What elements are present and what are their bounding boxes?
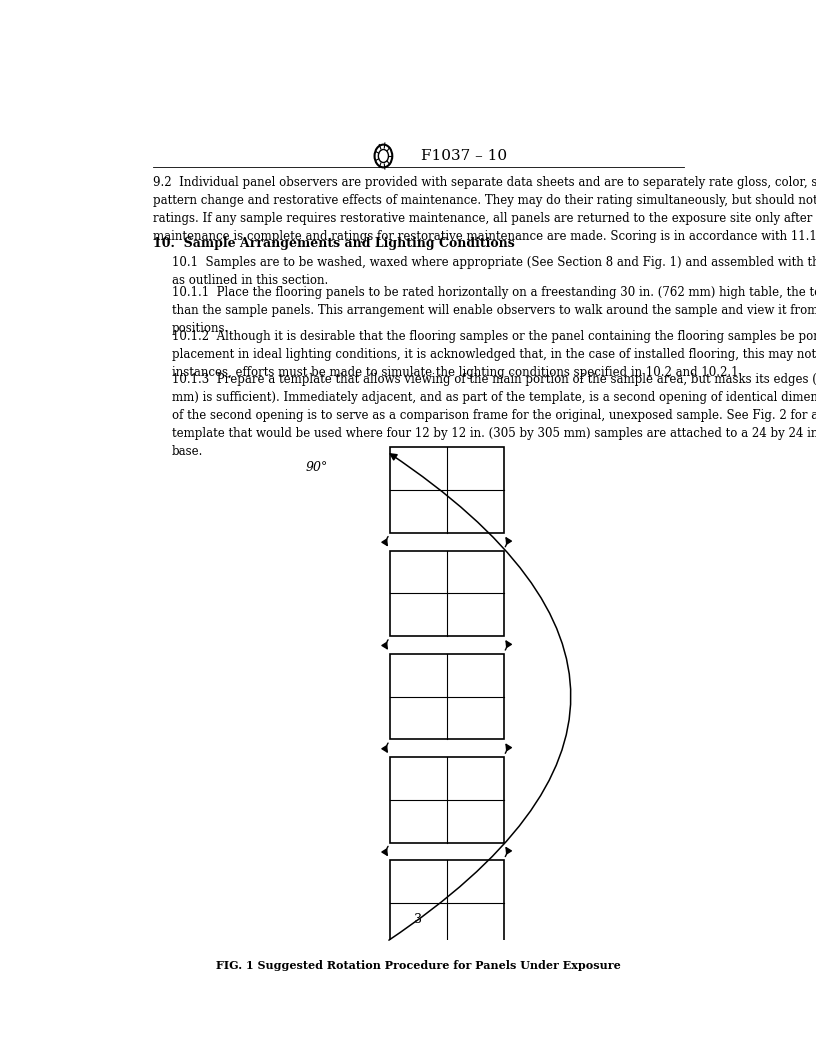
Text: FIG. 1 Suggested Rotation Procedure for Panels Under Exposure: FIG. 1 Suggested Rotation Procedure for … [215, 960, 621, 972]
Text: 10.1.3  Prepare a template that allows viewing of the main portion of the sample: 10.1.3 Prepare a template that allows vi… [171, 374, 816, 458]
Text: F1037 – 10: F1037 – 10 [421, 149, 508, 163]
Text: 10.1  Samples are to be washed, waxed where appropriate (See Section 8 and Fig. : 10.1 Samples are to be washed, waxed whe… [171, 256, 816, 287]
Text: 90°: 90° [306, 461, 328, 474]
Bar [390, 861, 503, 946]
Bar [390, 448, 503, 532]
Text: 10.  Sample Arrangements and Lighting Conditions: 10. Sample Arrangements and Lighting Con… [153, 237, 514, 249]
Text: 9.2  Individual panel observers are provided with separate data sheets and are t: 9.2 Individual panel observers are provi… [153, 175, 816, 243]
Text: 3: 3 [415, 913, 422, 926]
Bar [390, 550, 503, 636]
Text: 10.1.1  Place the flooring panels to be rated horizontally on a freestanding 30 : 10.1.1 Place the flooring panels to be r… [171, 286, 816, 336]
Bar [390, 654, 503, 739]
Text: 10.1.2  Although it is desirable that the flooring samples or the panel containi: 10.1.2 Although it is desirable that the… [171, 329, 816, 379]
Bar [390, 757, 503, 843]
